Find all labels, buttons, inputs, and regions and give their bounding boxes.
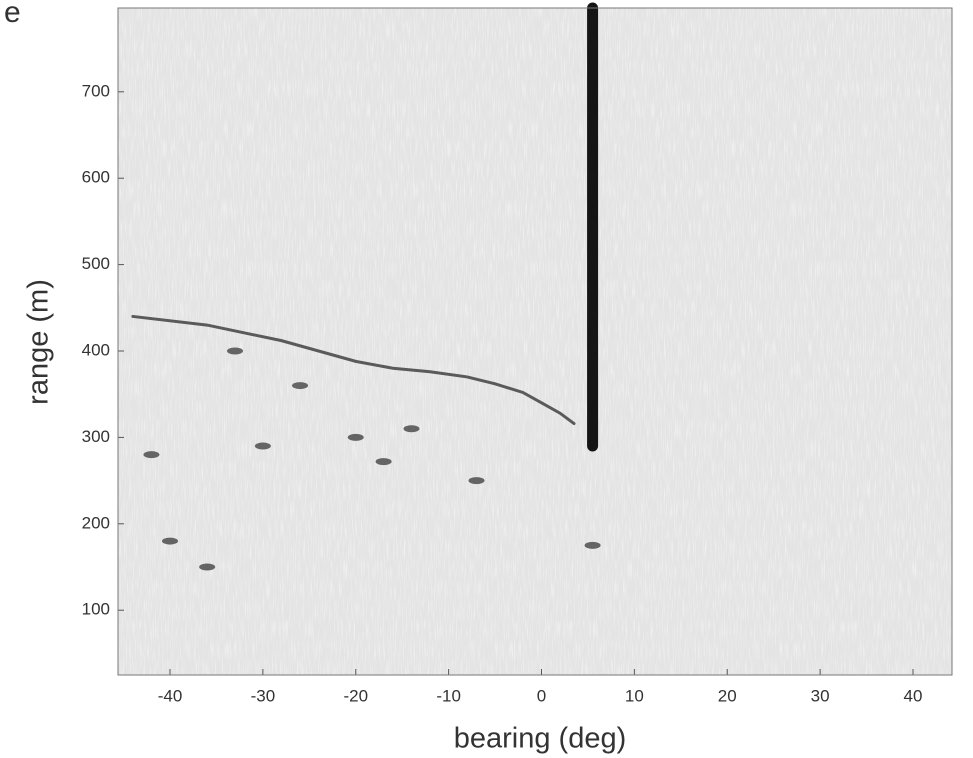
x-tick-label: -20 <box>343 686 368 705</box>
x-tick-label: 30 <box>811 686 830 705</box>
y-tick-label: 400 <box>82 340 110 359</box>
y-tick-label: 500 <box>82 254 110 273</box>
blob <box>199 563 216 571</box>
blob <box>403 425 420 433</box>
blob <box>468 477 485 485</box>
blob <box>347 433 364 441</box>
blob <box>227 347 244 355</box>
speckle <box>118 8 952 675</box>
panel-label: e <box>4 0 21 29</box>
blob <box>375 458 392 466</box>
blob <box>143 451 160 459</box>
y-tick-label: 600 <box>82 168 110 187</box>
blob <box>584 541 601 549</box>
x-axis-label: bearing (deg) <box>454 723 627 755</box>
line <box>131 314 576 426</box>
y-tick-label: 300 <box>82 427 110 446</box>
x-tick-label: -40 <box>158 686 183 705</box>
y-axis-label: range (m) <box>23 279 55 405</box>
y-tick-label: 200 <box>82 513 110 532</box>
x-tick-label: 10 <box>625 686 644 705</box>
blob <box>162 537 179 545</box>
blob <box>254 442 271 450</box>
y-tick-label: 700 <box>82 81 110 100</box>
blob <box>292 382 309 390</box>
y-tick-label: 100 <box>82 600 110 619</box>
x-tick-label: 20 <box>718 686 737 705</box>
x-tick-label: -10 <box>436 686 461 705</box>
x-tick-label: 0 <box>537 686 546 705</box>
x-tick-label: 40 <box>904 686 923 705</box>
plot-frame <box>117 7 953 676</box>
x-tick-label: -30 <box>251 686 276 705</box>
